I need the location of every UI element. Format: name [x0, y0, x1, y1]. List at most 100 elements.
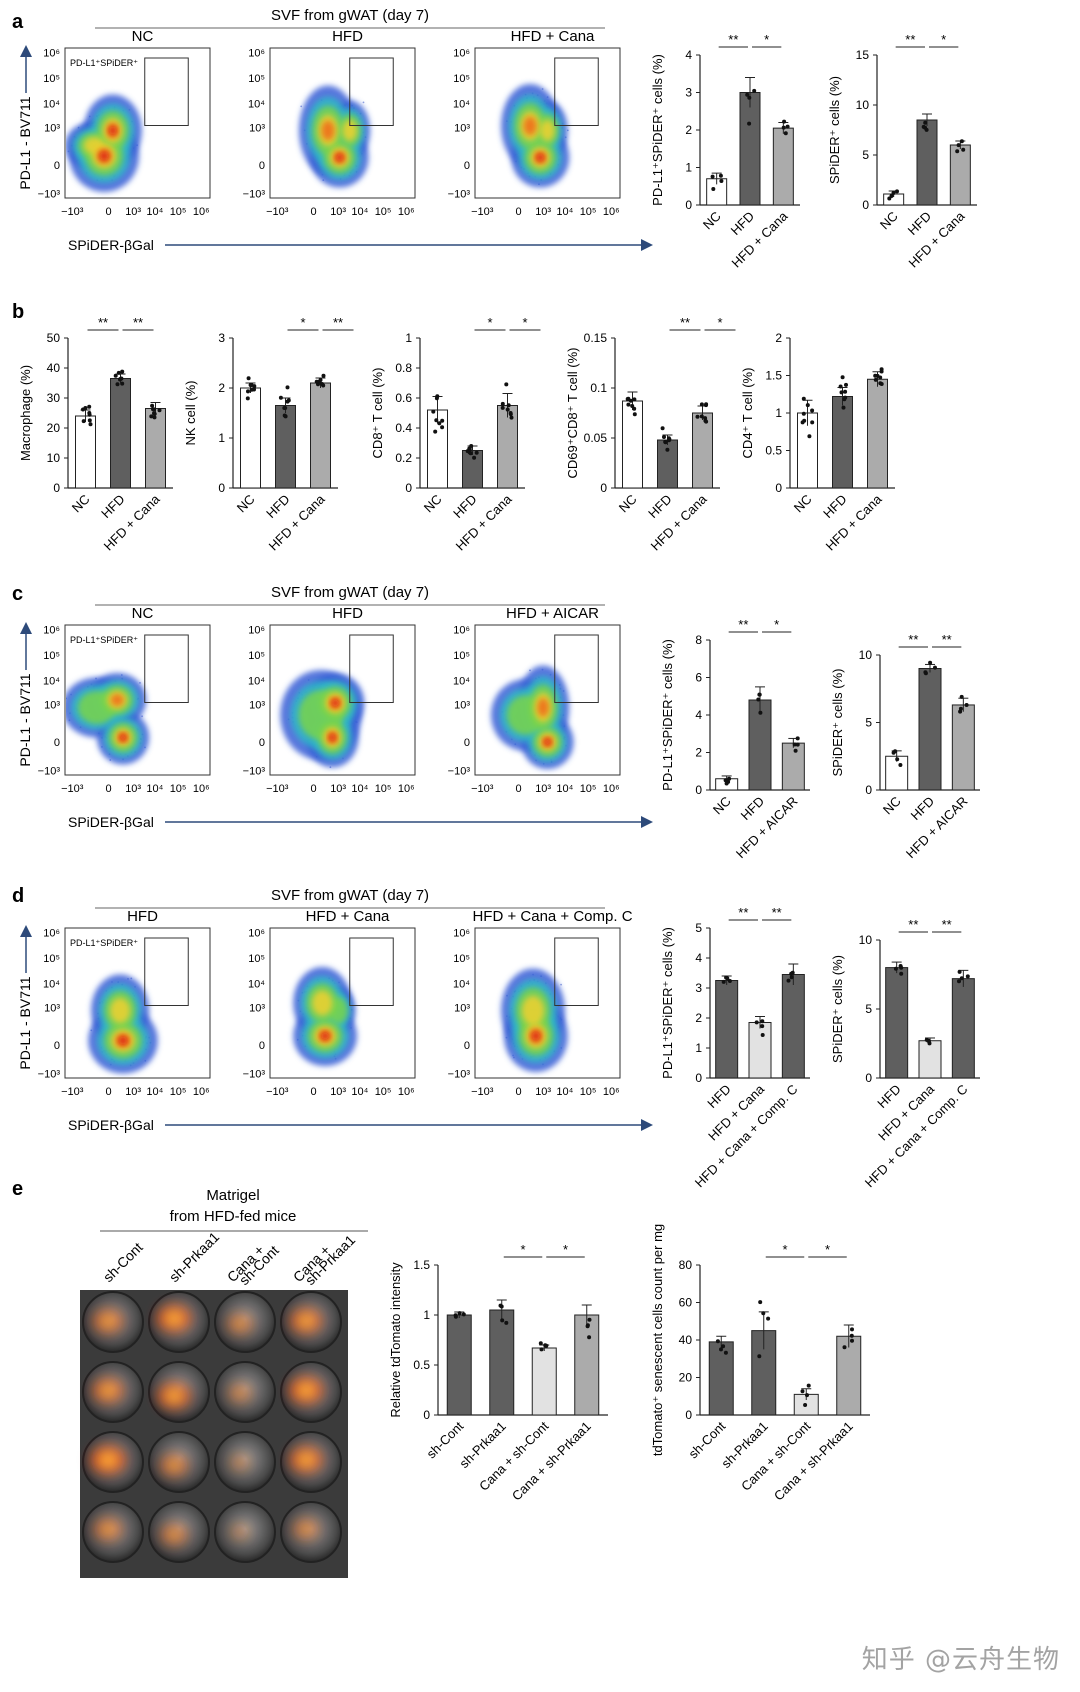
x-tick-label: HFD	[263, 492, 292, 521]
flow-x-tick-label: 10³	[125, 206, 141, 218]
watermark: 知乎 @云舟生物	[861, 1645, 1060, 1675]
flow-y-axis-label: PD-L1 - BV711	[17, 96, 33, 189]
data-point	[721, 979, 726, 984]
y-axis-label: SPiDER⁺ cells (%)	[830, 955, 845, 1063]
y-tick-label: 0.1	[590, 381, 607, 395]
bar	[832, 396, 853, 489]
y-tick-label: 40	[679, 1333, 693, 1347]
y-tick-label: 0	[695, 1071, 702, 1085]
data-point	[745, 92, 750, 97]
data-point	[453, 1314, 458, 1319]
data-point	[803, 1403, 808, 1407]
data-point	[151, 407, 155, 412]
tdtomato-signal	[92, 1516, 124, 1542]
flow-x-tick-label: 10³	[330, 783, 346, 795]
flow-x-tick-label: 0	[310, 206, 316, 218]
flow-y-tick-label: 10⁵	[248, 953, 265, 965]
flow-density-contour	[110, 694, 124, 706]
y-tick-label: 2	[775, 331, 782, 345]
significance-marker: *	[520, 1242, 525, 1257]
bar	[951, 978, 975, 1079]
flow-density	[501, 968, 568, 1072]
flow-gate	[554, 937, 599, 1006]
x-tick-label: HFD + AICAR	[903, 794, 971, 862]
flow-y-tick-label: 0	[464, 737, 470, 749]
data-point	[249, 387, 254, 392]
flow-x-tick-label: 10⁵	[375, 783, 392, 795]
bar	[462, 450, 483, 489]
flow-y-axis-label: PD-L1 - BV711	[17, 976, 33, 1069]
flow-x-tick-label: 10⁴	[556, 206, 573, 218]
data-point	[467, 447, 472, 452]
significance-marker: **	[333, 315, 343, 330]
data-point	[795, 736, 800, 741]
data-point	[474, 450, 479, 455]
data-point	[585, 1323, 590, 1328]
flow-y-tick-label: 10⁶	[43, 48, 60, 60]
tdtomato-signal	[227, 1382, 253, 1404]
flow-y-tick-label: 0	[54, 160, 60, 172]
data-point	[727, 776, 732, 781]
data-point	[440, 418, 445, 423]
flow-gate-label: PD-L1⁺SPiDER⁺	[70, 635, 138, 645]
data-point	[766, 1316, 771, 1321]
y-tick-label: 1	[695, 1041, 702, 1055]
bar	[310, 382, 331, 489]
y-tick-label: 60	[679, 1296, 693, 1310]
x-tick-label: HFD	[874, 1082, 903, 1111]
plate-column-labels: sh-Cont sh-Prkaa1 Cana +sh-Cont Cana +sh-Pr…	[100, 1229, 359, 1289]
flow-density-contour	[329, 733, 336, 742]
data-point	[87, 418, 92, 423]
bar	[715, 980, 739, 1079]
data-point	[747, 95, 752, 100]
flow-x-tick-label: 0	[515, 783, 521, 795]
data-point	[500, 401, 505, 406]
flow-x-tick-label: 10⁴	[146, 206, 163, 218]
flow-y-tick-label: 10⁶	[453, 48, 470, 60]
flow-x-tick-label: 10⁶	[603, 1086, 620, 1098]
flow-x-tick-label: 10⁶	[193, 206, 210, 218]
flow-x-tick-label: 0	[515, 206, 521, 218]
flow-density	[88, 974, 158, 1074]
flow-x-tick-label: 10³	[125, 1086, 141, 1098]
data-point	[286, 398, 291, 403]
y-tick-label: 50	[47, 331, 61, 345]
data-point	[957, 979, 961, 984]
significance-marker: **	[738, 905, 748, 920]
data-point	[118, 377, 123, 381]
significance-marker: **	[738, 617, 748, 632]
flow-density	[491, 665, 574, 769]
data-point	[718, 173, 723, 178]
flow-plot-title: HFD	[127, 908, 158, 925]
x-tick-label: HFD	[820, 492, 849, 521]
data-point	[660, 426, 665, 431]
tdtomato-signal	[292, 1517, 321, 1541]
data-point	[506, 403, 511, 408]
flow-density-contour	[321, 120, 335, 141]
tdtomato-signal	[155, 1381, 193, 1411]
tdtomato-signal	[226, 1312, 255, 1336]
data-point	[760, 1019, 765, 1024]
flow-x-tick-label: 10⁶	[193, 1086, 210, 1098]
y-tick-label: 5	[865, 716, 872, 730]
flow-density-contour	[544, 738, 551, 746]
flow-x-tick-label: 10⁵	[170, 783, 187, 795]
y-tick-label: 5	[865, 1002, 872, 1016]
data-point	[504, 1320, 509, 1325]
tdtomato-signal	[88, 1444, 128, 1476]
panel-letter-c: c	[12, 583, 23, 605]
flow-x-tick-label: −10³	[471, 1086, 494, 1098]
flow-y-tick-label: 10³	[249, 1003, 265, 1015]
panel-letter-b: b	[12, 301, 24, 323]
data-point	[760, 1033, 765, 1037]
data-point	[434, 396, 439, 401]
significance-marker: **	[908, 632, 918, 647]
data-point	[314, 379, 319, 384]
flow-gate	[349, 634, 394, 703]
flow-plot-frame	[269, 47, 416, 199]
x-tick-label: NC	[234, 492, 258, 516]
